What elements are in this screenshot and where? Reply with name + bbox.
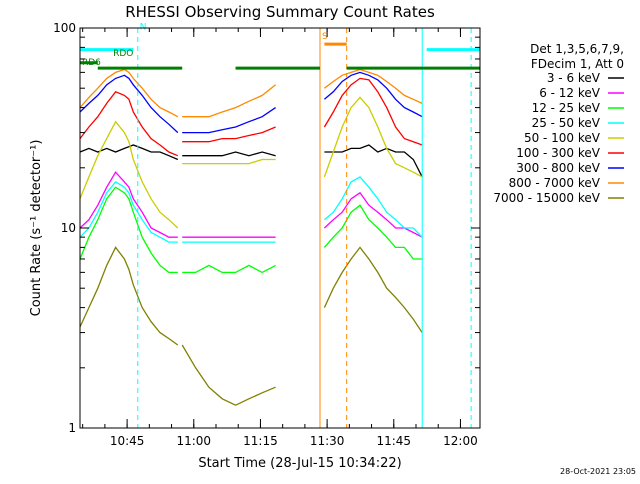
series-line-7-0 bbox=[79, 68, 179, 118]
series-line-7-2 bbox=[324, 68, 423, 104]
annotation-0: N bbox=[140, 22, 147, 32]
x-tick-label-1: 11:00 bbox=[176, 434, 211, 448]
legend-label-7: 800 - 7000 keV bbox=[509, 176, 601, 190]
legend-label-0: 3 - 6 keV bbox=[547, 71, 601, 85]
series-line-6-1 bbox=[182, 107, 276, 134]
legend-label-4: 50 - 100 keV bbox=[524, 131, 601, 145]
legend-header-line-1: Det 1,3,5,6,7,9, bbox=[530, 42, 624, 56]
x-tick-label-5: 12:00 bbox=[443, 434, 478, 448]
series-line-1-2 bbox=[323, 191, 423, 238]
series-line-4-1 bbox=[182, 158, 276, 165]
series-line-2-0 bbox=[79, 186, 178, 274]
series-line-2-1 bbox=[182, 264, 276, 274]
annotation-2: RDO bbox=[113, 49, 133, 59]
series-line-5-1 bbox=[182, 126, 276, 143]
legend-label-5: 100 - 300 keV bbox=[516, 146, 600, 160]
x-tick-label-0: 10:45 bbox=[110, 434, 145, 448]
series-line-6-2 bbox=[323, 71, 423, 118]
series-line-8-1 bbox=[181, 344, 276, 406]
legend-header-line-2: FDecim 1, Att 0 bbox=[531, 57, 624, 71]
x-axis-label: Start Time (28-Jul-15 10:34:22) bbox=[198, 456, 401, 471]
legend-label-1: 6 - 12 keV bbox=[539, 86, 601, 100]
series-line-2-2 bbox=[323, 204, 423, 260]
series-layer bbox=[79, 68, 423, 406]
axes-layer: 1 10 100 10:45 11:00 11:15 11:30 11:45 12:00 bbox=[53, 21, 481, 448]
annotation-1: S bbox=[322, 32, 328, 42]
series-line-1-0 bbox=[79, 171, 178, 238]
series-line-0-1 bbox=[182, 151, 276, 157]
series-line-4-0 bbox=[79, 120, 179, 229]
annotation-3: RD6 bbox=[82, 58, 101, 68]
series-line-7-1 bbox=[182, 84, 277, 118]
footer-timestamp: 28-Oct-2021 23:05 bbox=[560, 467, 636, 476]
series-line-0-0 bbox=[79, 144, 179, 161]
y-tick-label-1: 10 bbox=[61, 221, 76, 235]
legend-label-6: 300 - 800 keV bbox=[516, 161, 600, 175]
series-line-3-2 bbox=[323, 176, 423, 238]
chart-title: RHESSI Observing Summary Count Rates bbox=[125, 3, 435, 21]
y-axis-label: Count Rate (s⁻¹ detector⁻¹) bbox=[29, 140, 44, 317]
y-tick-label-0: 1 bbox=[68, 421, 76, 435]
y-tick-label-2: 100 bbox=[53, 21, 76, 35]
series-line-4-2 bbox=[323, 96, 423, 178]
legend-label-2: 12 - 25 keV bbox=[532, 101, 601, 115]
legend-label-3: 25 - 50 keV bbox=[532, 116, 601, 130]
x-tick-label-2: 11:15 bbox=[243, 434, 278, 448]
series-line-5-2 bbox=[323, 77, 423, 146]
series-line-6-0 bbox=[79, 74, 179, 134]
series-line-3-0 bbox=[79, 181, 178, 243]
series-line-8-0 bbox=[79, 246, 179, 346]
legend-label-8: 7000 - 15000 keV bbox=[493, 191, 600, 205]
series-line-5-0 bbox=[79, 91, 179, 157]
x-tick-label-4: 11:45 bbox=[376, 434, 411, 448]
x-tick-label-3: 11:30 bbox=[310, 434, 345, 448]
series-line-0-2 bbox=[324, 144, 423, 178]
series-line-8-2 bbox=[323, 246, 423, 333]
